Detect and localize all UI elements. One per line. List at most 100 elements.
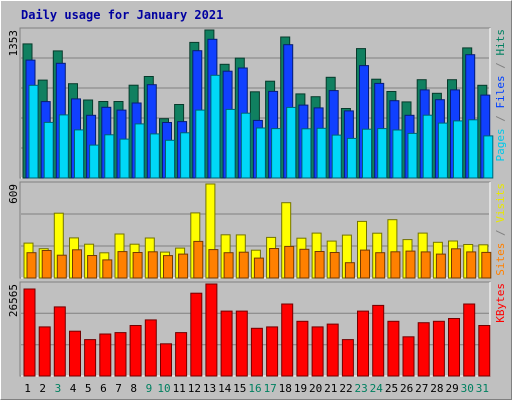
kbytes-bar: [372, 304, 385, 377]
pages-bar: [286, 106, 297, 179]
day-label: 8: [130, 382, 137, 395]
day-label: 16: [248, 382, 261, 395]
pages-bar: [255, 127, 266, 179]
sites-bar: [390, 251, 401, 279]
kbytes-bar: [114, 332, 127, 377]
sites-bar: [238, 251, 249, 279]
day-label: 30: [461, 382, 474, 395]
sites-bar: [72, 249, 82, 279]
day-label: 10: [157, 382, 170, 395]
kbytes-bar: [175, 332, 188, 377]
kbytes-bar: [341, 339, 354, 377]
day-label: 1: [24, 382, 31, 395]
day-label: 29: [445, 382, 458, 395]
pages-bar: [407, 132, 418, 179]
kbytes-bar: [220, 310, 233, 377]
kbytes-bar: [69, 330, 81, 377]
sites-bar: [223, 252, 234, 279]
kbytes-bar: [463, 303, 476, 377]
kbytes-bar: [296, 320, 309, 377]
sites-bar: [284, 245, 295, 279]
sites-bar: [481, 251, 492, 279]
day-label: 12: [188, 382, 201, 395]
kbytes-bar: [281, 303, 294, 377]
day-label: 27: [415, 382, 428, 395]
sites-bar: [132, 252, 143, 279]
kbytes-bar: [129, 325, 142, 377]
sites-bar: [147, 251, 158, 279]
pages-bar: [362, 128, 372, 179]
kbytes-bar: [84, 339, 97, 377]
legend-label: /: [494, 223, 507, 243]
day-label: 15: [233, 382, 246, 395]
pages-bar: [195, 109, 206, 179]
sites-bar: [56, 254, 67, 279]
sites-bar: [193, 240, 204, 279]
kbytes-bar: [99, 333, 112, 377]
kbytes-bar: [144, 319, 157, 377]
pages-bar: [316, 127, 327, 179]
kbytes-bar: [478, 325, 491, 377]
visits-panel-legend: Sites / Visits: [494, 183, 507, 276]
sites-bar: [102, 259, 113, 279]
sites-bar: [451, 248, 461, 279]
pages-bar: [422, 114, 433, 179]
kbytes-bar: [23, 288, 36, 377]
pages-bar: [43, 121, 54, 179]
visits-panel-max-tick: 609: [7, 184, 20, 204]
sites-bar: [26, 252, 37, 279]
pages-bar: [437, 122, 448, 179]
legend-label: /: [494, 56, 507, 76]
kbytes-panel-max-tick: 26565: [7, 284, 20, 317]
pages-bar: [271, 128, 282, 179]
kbytes-bar: [311, 326, 324, 377]
pages-bar: [392, 129, 403, 179]
day-label: 18: [279, 382, 292, 395]
kbytes-bar: [53, 306, 66, 377]
pages-bar: [28, 84, 39, 179]
legend-label: Files: [494, 75, 507, 108]
pages-bar: [149, 133, 160, 179]
legend-label: Hits: [494, 29, 507, 56]
legend-label: Visits: [494, 183, 507, 223]
kbytes-bar: [190, 292, 203, 377]
sites-bar: [87, 255, 98, 279]
hits-panel-legend: Pages / Files / Hits: [494, 29, 507, 162]
pages-bar: [165, 139, 175, 179]
kbytes-bar: [326, 323, 339, 377]
kbytes-bar: [160, 343, 172, 377]
sites-bar: [314, 251, 325, 279]
pages-bar: [119, 138, 130, 179]
day-label: 25: [385, 382, 398, 395]
pages-bar: [240, 112, 251, 179]
sites-bar: [420, 251, 431, 279]
sites-bar: [329, 252, 340, 279]
pages-bar: [74, 129, 84, 179]
day-label: 9: [146, 382, 153, 395]
sites-bar: [163, 255, 173, 279]
day-label: 24: [370, 382, 384, 395]
kbytes-bar: [357, 310, 369, 377]
pages-bar: [225, 108, 236, 179]
sites-bar: [360, 249, 370, 279]
day-label: 20: [309, 382, 322, 395]
day-label: 21: [324, 382, 337, 395]
sites-bar: [208, 249, 219, 279]
kbytes-bar: [387, 320, 400, 377]
day-label: 13: [203, 382, 216, 395]
pages-bar: [134, 123, 145, 179]
sites-bar: [405, 250, 416, 279]
legend-label: Pages: [494, 128, 507, 161]
pages-bar: [377, 128, 388, 179]
sites-bar: [117, 251, 128, 279]
sites-bar: [41, 250, 52, 279]
pages-bar: [104, 134, 115, 179]
day-label: 6: [100, 382, 107, 395]
kbytes-bar: [250, 327, 263, 377]
pages-bar: [210, 74, 221, 179]
legend-label: /: [494, 109, 507, 129]
kbytes-bar: [235, 310, 248, 377]
kbytes-bar: [417, 322, 430, 377]
day-label: 3: [55, 382, 62, 395]
day-label: 11: [173, 382, 186, 395]
